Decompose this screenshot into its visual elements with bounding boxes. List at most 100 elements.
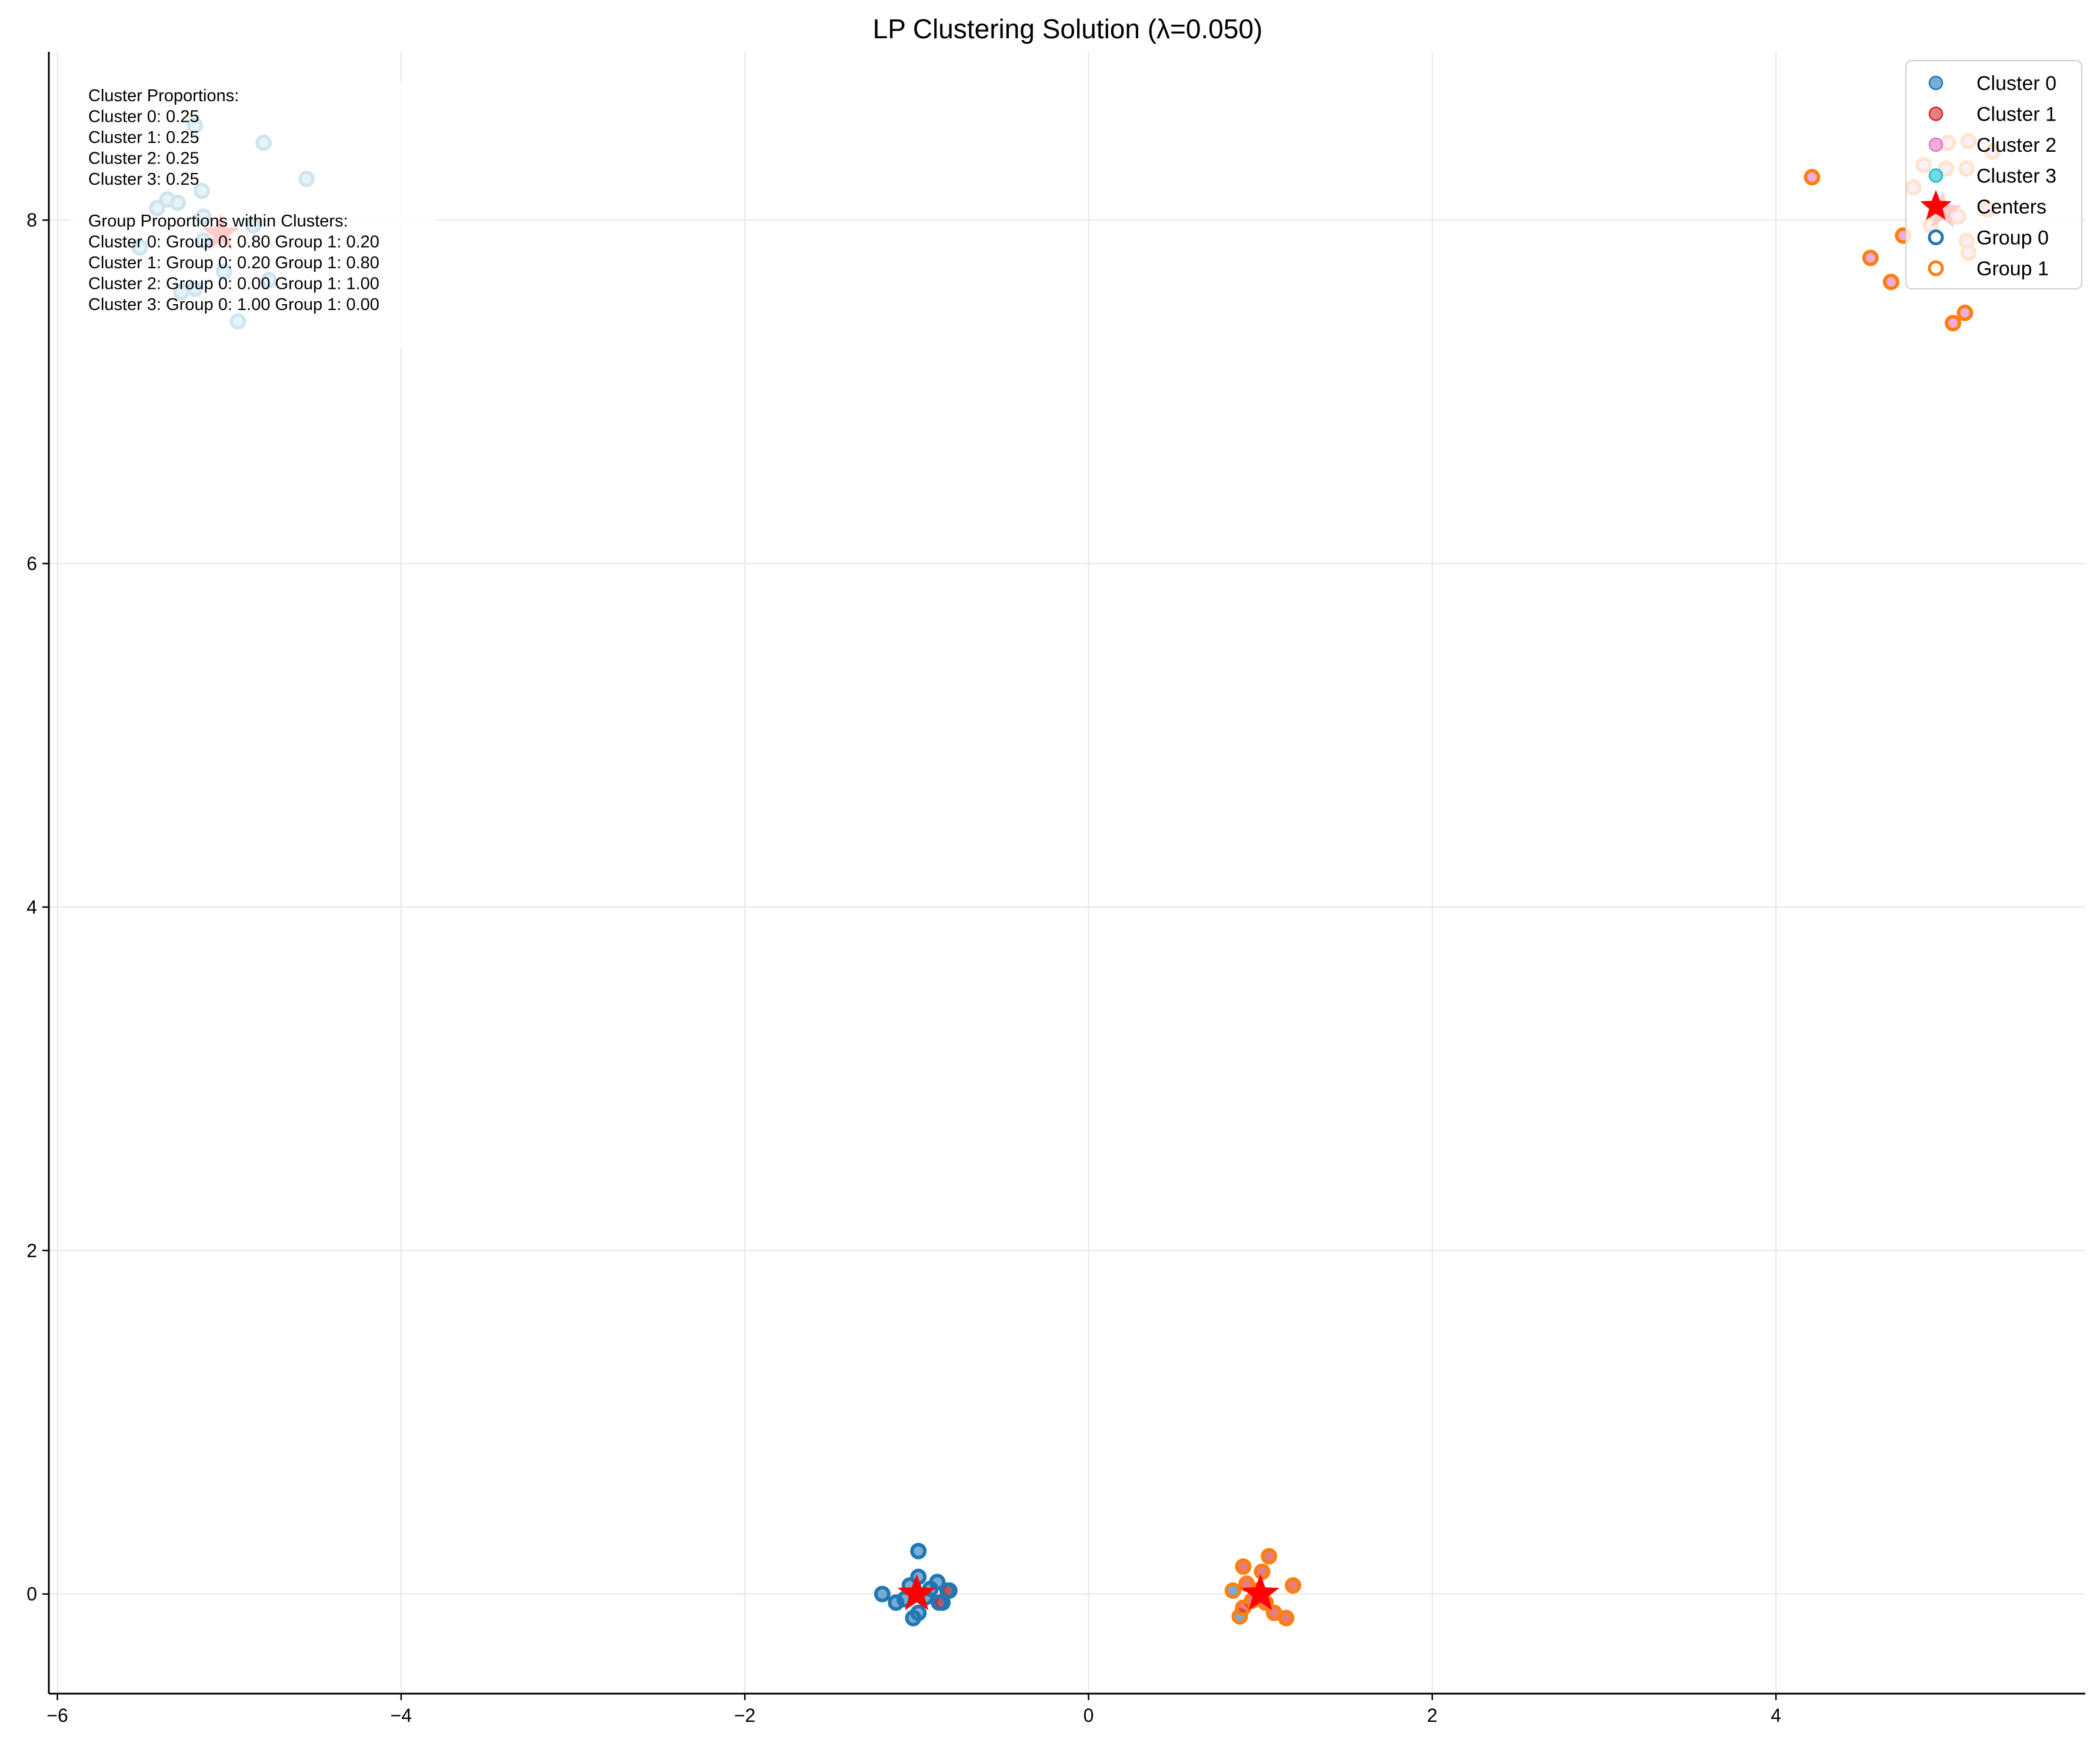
proportions-annotation: Cluster Proportions: Cluster 0: 0.25 Clust…: [69, 81, 437, 347]
center-star: [1241, 1574, 1279, 1611]
point-fill: [932, 1596, 946, 1610]
point-group-ring: [1956, 304, 1974, 321]
y-tick-label: 8: [26, 209, 37, 231]
center-star: [898, 1574, 936, 1611]
point-group-ring: [1804, 169, 1821, 186]
x-tick-label: 2: [1427, 1705, 1438, 1726]
data-point: [1956, 304, 1974, 321]
point-fill: [1236, 1601, 1250, 1615]
data-point: [1235, 1558, 1252, 1575]
x-tick-label: 4: [1771, 1705, 1781, 1726]
point-fill: [875, 1587, 889, 1601]
point-fill: [1268, 1606, 1281, 1620]
point-fill: [1958, 306, 1972, 319]
annotation-line: Cluster 0: 0.25: [88, 108, 199, 126]
point-fill: [931, 1575, 944, 1589]
point-group-ring: [1862, 249, 1879, 266]
point-group-ring: [1224, 1582, 1241, 1599]
annotation-line: Cluster Proportions:: [88, 86, 239, 105]
point-fill: [1286, 1579, 1300, 1592]
annotation-line: Cluster 0: Group 0: 0.80 Group 1: 0.20: [88, 233, 379, 252]
data-point: [1235, 1600, 1252, 1617]
point-group-ring: [1945, 315, 1962, 332]
point-group-ring: [929, 1574, 946, 1591]
legend-label: Cluster 1: [1976, 104, 2056, 126]
x-tick-label: 0: [1084, 1705, 1094, 1726]
point-group-ring: [1261, 1548, 1278, 1565]
point-group-ring: [1882, 274, 1899, 291]
legend-marker: [1928, 75, 1944, 91]
data-point: [931, 1594, 948, 1611]
point-fill: [912, 1544, 925, 1558]
annotation-line: Cluster 1: 0.25: [88, 128, 199, 147]
point-fill: [1262, 1550, 1276, 1563]
legend-label: Cluster 3: [1976, 165, 2056, 188]
legend-marker: [1928, 168, 1944, 183]
data-point: [874, 1585, 891, 1602]
point-group-ring: [939, 1582, 956, 1599]
point-fill: [1279, 1611, 1293, 1625]
data-point: [1804, 169, 1821, 186]
point-fill: [1226, 1584, 1239, 1597]
point-fill: [1236, 1560, 1250, 1573]
point-fill: [1864, 251, 1877, 265]
tick-labels: −6 −4 −2 0 2 4 0 2 4 6 8: [26, 209, 1781, 1726]
legend-label: Cluster 0: [1976, 72, 2056, 95]
point-group-ring: [1278, 1610, 1295, 1627]
grid-lines: [49, 52, 2085, 1694]
x-tick-label: −2: [734, 1705, 755, 1726]
data-point: [1882, 274, 1899, 291]
annotation-box: [69, 81, 437, 347]
data-point: [1285, 1577, 1302, 1594]
legend-label: Group 0: [1976, 227, 2049, 249]
point-group-ring: [931, 1594, 948, 1611]
point-group-ring: [910, 1604, 927, 1621]
legend-label: Group 1: [1976, 258, 2049, 280]
legend-marker: [1928, 137, 1944, 152]
point-group-ring: [1254, 1563, 1271, 1580]
legend-ring-marker: [1928, 229, 1944, 245]
legend-ring-marker: [1928, 260, 1944, 276]
point-fill: [1255, 1565, 1269, 1578]
point-fill: [912, 1606, 925, 1620]
data-point: [910, 1542, 927, 1560]
legend-marker: [1928, 106, 1944, 121]
annotation-line: Group Proportions within Clusters:: [88, 212, 348, 231]
y-tick-label: 0: [26, 1584, 37, 1605]
data-point: [1945, 315, 1962, 332]
point-fill: [941, 1584, 954, 1597]
legend: Cluster 0 Cluster 1 Cluster 2 Cluster 3 Cent…: [1905, 60, 2082, 289]
y-tick-label: 4: [26, 897, 37, 918]
annotation-line: Cluster 3: Group 0: 1.00 Group 1: 0.00: [88, 295, 379, 314]
legend-label: Centers: [1976, 196, 2046, 218]
x-tick-label: −6: [46, 1705, 68, 1726]
annotation-line: Cluster 2: Group 0: 0.00 Group 1: 1.00: [88, 275, 379, 294]
annotation-line: Cluster 2: 0.25: [88, 149, 199, 168]
data-point: [1278, 1610, 1295, 1627]
point-fill: [1805, 171, 1819, 184]
point-fill: [1884, 275, 1898, 289]
data-point: [1261, 1548, 1278, 1565]
axes: [42, 52, 2085, 1700]
point-group-ring: [1235, 1558, 1252, 1575]
point-fill: [1946, 316, 1960, 330]
data-point: [910, 1604, 927, 1621]
point-group-ring: [910, 1542, 927, 1560]
y-tick-label: 6: [26, 553, 37, 574]
data-point: [939, 1582, 956, 1599]
point-group-ring: [1285, 1577, 1302, 1594]
y-tick-label: 2: [26, 1240, 37, 1261]
data-point: [1224, 1582, 1241, 1599]
point-group-ring: [874, 1585, 891, 1602]
legend-label: Cluster 2: [1976, 134, 2056, 156]
chart-title: LP Clustering Solution (λ=0.050): [873, 14, 1263, 44]
annotation-line: Cluster 3: 0.25: [88, 170, 199, 189]
data-point: [1862, 249, 1879, 266]
legend-star-marker: [1920, 190, 1952, 220]
annotation-line: Cluster 1: Group 0: 0.20 Group 1: 0.80: [88, 254, 379, 272]
data-point: [929, 1574, 946, 1591]
legend-box: [1905, 60, 2082, 289]
data-point: [1254, 1563, 1271, 1580]
x-tick-label: −4: [391, 1705, 412, 1726]
